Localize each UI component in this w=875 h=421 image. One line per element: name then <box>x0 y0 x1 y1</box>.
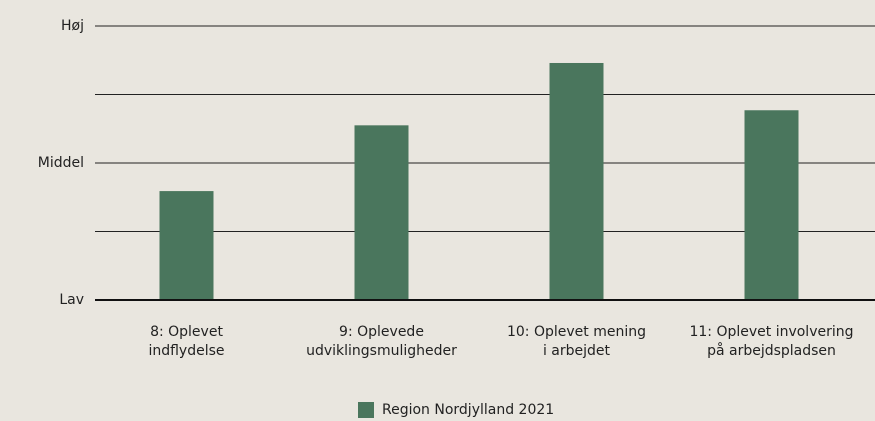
x-tick-label: indflydelse <box>148 343 224 359</box>
y-tick-label: Middel <box>38 155 84 171</box>
x-tick-label: 11: Oplevet involvering <box>689 324 853 340</box>
x-tick-label: på arbejdspladsen <box>707 342 836 359</box>
bar <box>744 110 799 300</box>
y-tick-label: Lav <box>59 292 84 308</box>
legend-label: Region Nordjylland 2021 <box>382 402 554 418</box>
bar <box>159 191 214 300</box>
bar <box>354 125 409 300</box>
x-tick-label: i arbejdet <box>543 343 611 359</box>
x-tick-label: 9: Oplevede <box>339 324 424 340</box>
y-tick-label: Høj <box>61 18 84 34</box>
x-tick-label: udviklingsmuligheder <box>306 343 457 359</box>
x-tick-label: 10: Oplevet mening <box>507 324 646 340</box>
x-tick-label: 8: Oplevet <box>150 324 223 340</box>
bar <box>549 62 604 300</box>
legend-swatch <box>358 402 374 418</box>
